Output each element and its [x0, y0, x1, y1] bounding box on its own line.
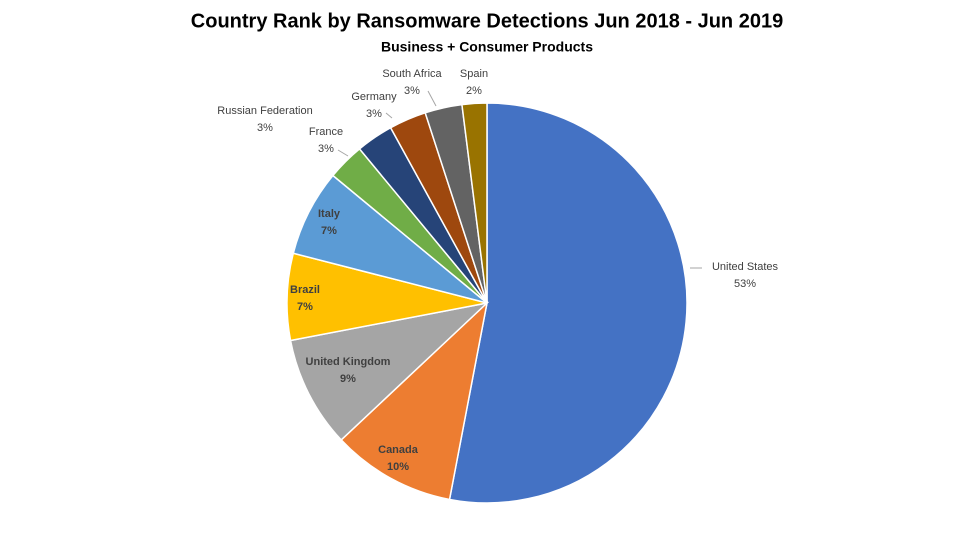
- pie: [286, 102, 688, 504]
- value-label: 10%: [387, 461, 409, 473]
- value-label: 3%: [257, 122, 273, 134]
- leader-line: [427, 90, 437, 107]
- slice-label: Brazil: [290, 284, 320, 296]
- labels: United States 53% Canada 10% United Kingdom 9…: [217, 68, 778, 473]
- value-label: 3%: [404, 85, 420, 97]
- slice-label: South Africa: [382, 68, 442, 80]
- value-label: 3%: [366, 108, 382, 120]
- pie-slice: [461, 102, 488, 304]
- pie-slice: [340, 300, 489, 501]
- slice-label: Italy: [318, 208, 341, 220]
- slice-label: Spain: [460, 68, 488, 80]
- slice-label: Russian Federation: [217, 105, 312, 117]
- value-label: 3%: [318, 143, 334, 155]
- slice-label: United Kingdom: [306, 356, 391, 368]
- chart-subtitle: Business + Consumer Products: [381, 39, 593, 55]
- slice-label: United States: [712, 261, 779, 273]
- pie-slice: [448, 102, 688, 504]
- leader-line: [385, 112, 393, 119]
- slice-label: Canada: [378, 444, 419, 456]
- slice-label: Germany: [351, 91, 397, 103]
- slice-label: France: [309, 126, 343, 138]
- value-label: 7%: [321, 225, 337, 237]
- value-label: 53%: [734, 278, 756, 290]
- pie-slice: [289, 301, 490, 441]
- value-label: 9%: [340, 373, 356, 385]
- value-label: 2%: [466, 85, 482, 97]
- chart-title: Country Rank by Ransomware Detections Ju…: [191, 10, 783, 32]
- leader-line: [337, 149, 349, 157]
- value-label: 7%: [297, 301, 313, 313]
